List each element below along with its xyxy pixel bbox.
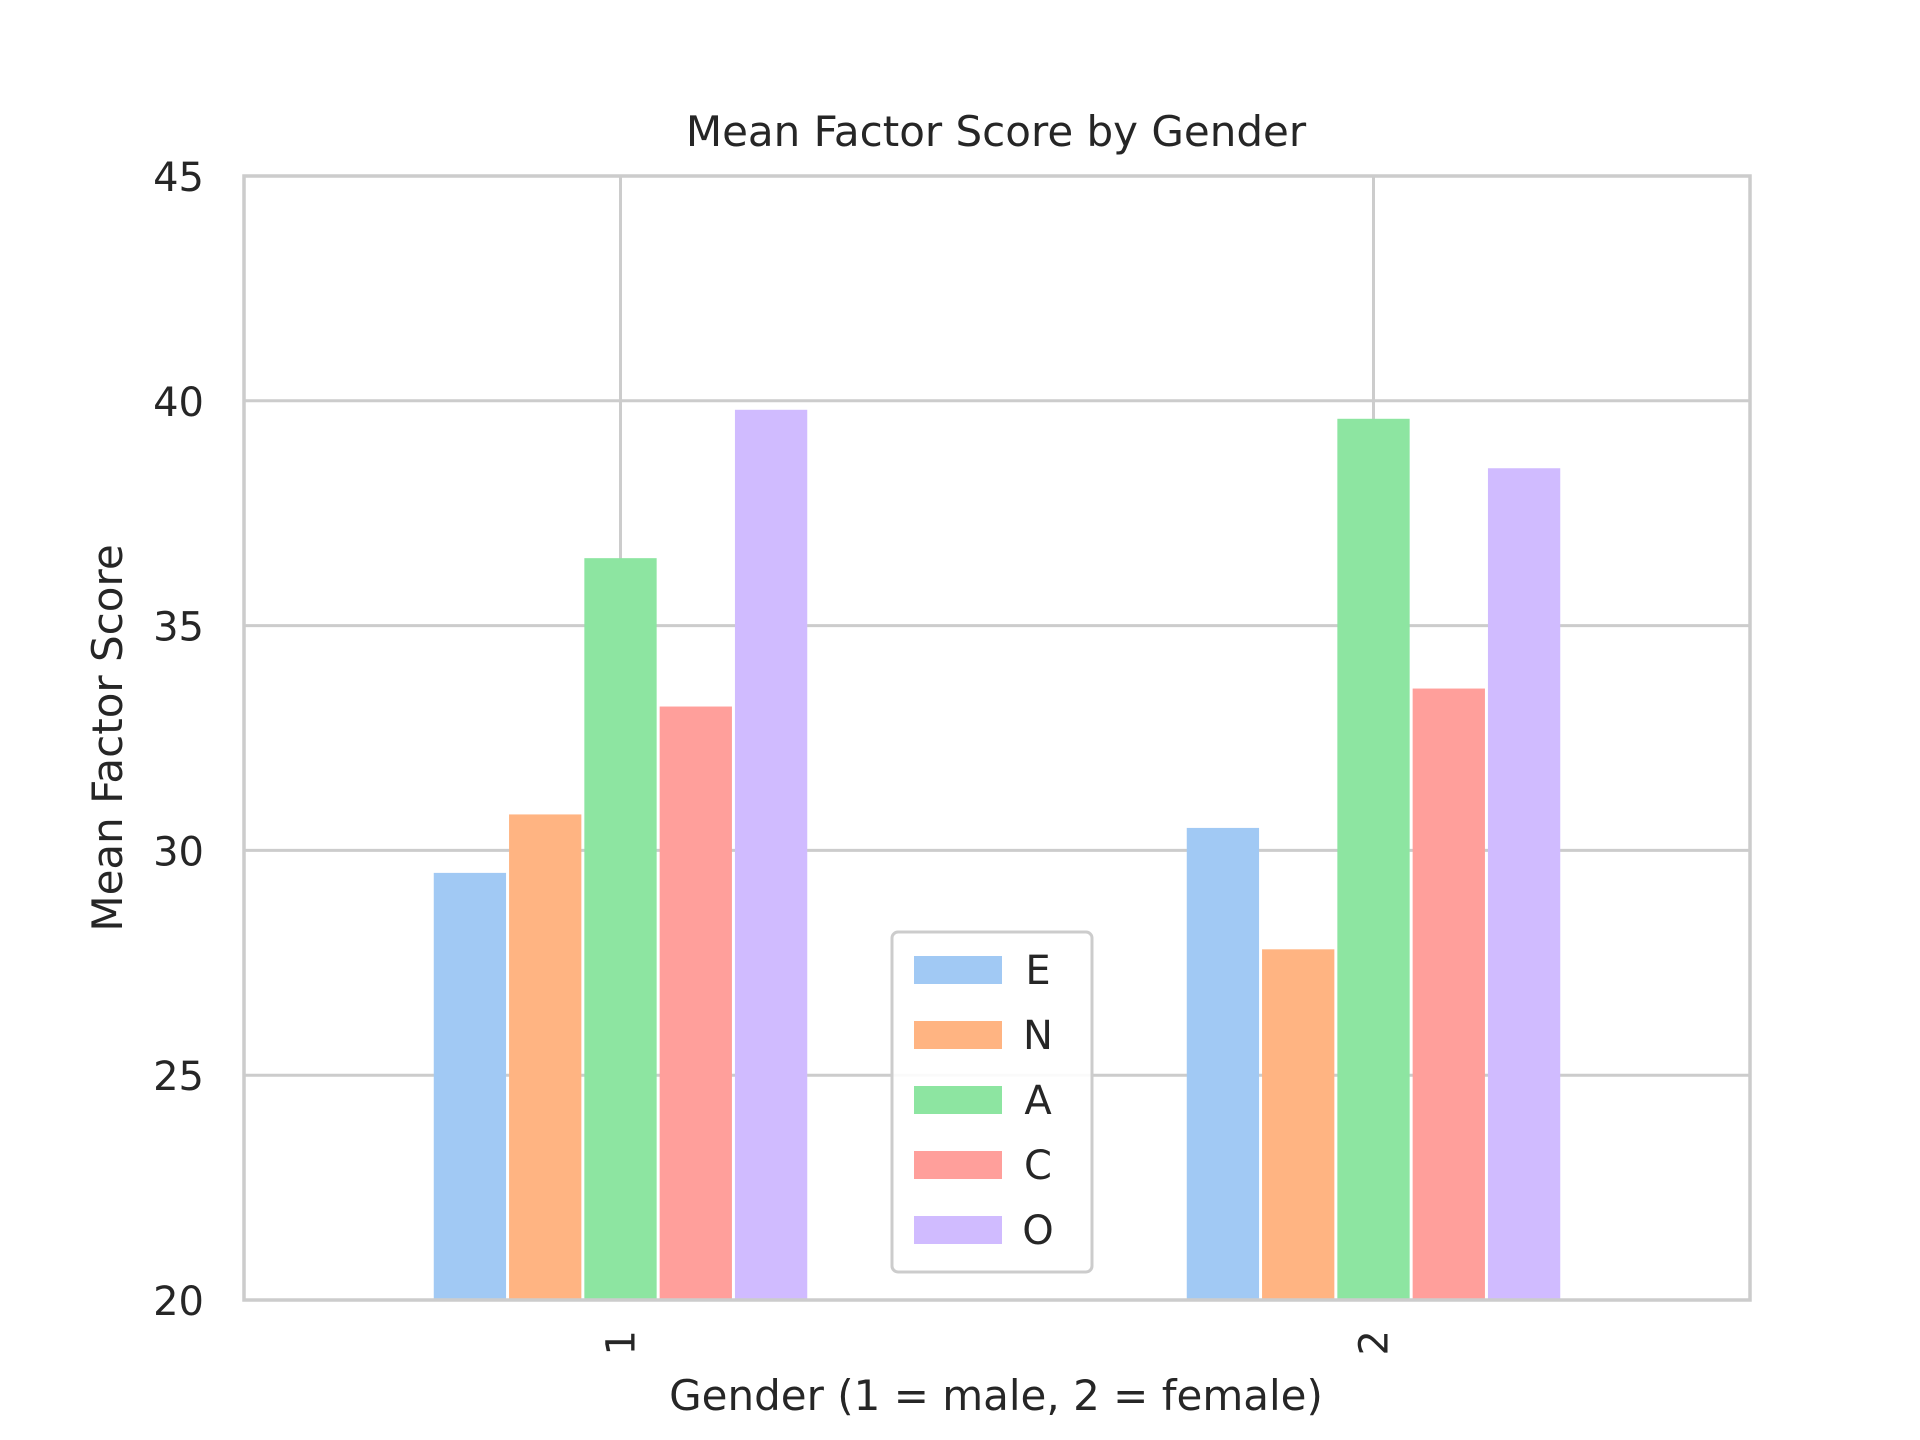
y-tick-label: 35 <box>153 605 204 651</box>
bar-C-1 <box>659 706 732 1300</box>
x-tick-label: 1 <box>599 1330 645 1355</box>
y-axis-label: Mean Factor Score <box>83 544 132 931</box>
bar-E-1 <box>433 872 507 1300</box>
legend-swatch-A <box>914 1086 1002 1114</box>
legend-swatch-N <box>914 1021 1002 1049</box>
legend-swatch-O <box>914 1216 1002 1244</box>
bar-A-2 <box>1337 418 1410 1300</box>
y-tick-label: 20 <box>153 1279 204 1325</box>
bars <box>433 409 1561 1300</box>
chart-title: Mean Factor Score by Gender <box>686 107 1307 156</box>
bar-A-1 <box>584 558 657 1300</box>
bar-N-2 <box>1262 949 1335 1300</box>
bar-N-1 <box>509 814 582 1300</box>
legend-label-N: N <box>1023 1013 1053 1059</box>
x-axis-label: Gender (1 = male, 2 = female) <box>669 1371 1323 1420</box>
legend-label-C: C <box>1024 1143 1052 1189</box>
bar-O-1 <box>734 409 808 1300</box>
y-tick-label: 40 <box>153 380 204 426</box>
legend-swatch-C <box>914 1151 1002 1179</box>
bar-O-2 <box>1487 468 1561 1300</box>
legend-swatch-E <box>914 956 1002 984</box>
bar-C-2 <box>1412 688 1485 1300</box>
bar-E-2 <box>1186 827 1260 1300</box>
y-tick-label: 45 <box>153 155 204 201</box>
legend-label-O: O <box>1022 1208 1053 1254</box>
y-tick-label: 30 <box>153 829 204 875</box>
legend-label-A: A <box>1024 1078 1052 1124</box>
y-tick-label: 25 <box>153 1054 204 1100</box>
legend-label-E: E <box>1025 948 1050 994</box>
tick-labels: 20 25 30 35 40 45 1 2 <box>153 155 1397 1355</box>
x-tick-label: 2 <box>1352 1330 1398 1355</box>
plot-frame <box>242 174 1752 1302</box>
